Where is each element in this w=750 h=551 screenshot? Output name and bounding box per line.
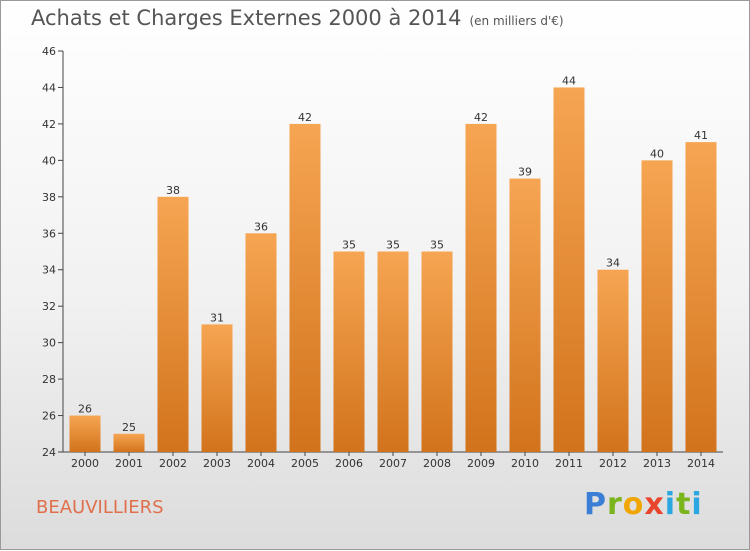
x-tick-label: 2006 xyxy=(335,457,363,470)
bar-value-label: 34 xyxy=(606,257,620,270)
bar-value-label: 41 xyxy=(694,129,708,142)
x-tick-label: 2010 xyxy=(511,457,539,470)
logo-letter-i2: i xyxy=(691,487,703,522)
x-tick-label: 2009 xyxy=(467,457,495,470)
y-tick-label: 40 xyxy=(42,154,56,167)
y-tick-label: 44 xyxy=(42,81,56,94)
logo-letter-o: o xyxy=(622,487,645,522)
y-tick-label: 28 xyxy=(42,373,56,386)
bar-value-label: 35 xyxy=(342,239,356,252)
x-tick-label: 2014 xyxy=(687,457,715,470)
y-tick-label: 46 xyxy=(42,45,56,58)
x-tick-label: 2000 xyxy=(71,457,99,470)
y-tick-label: 42 xyxy=(42,118,56,131)
bar-2004 xyxy=(245,233,277,452)
bar-2007 xyxy=(377,251,409,452)
x-tick-label: 2011 xyxy=(555,457,583,470)
bar-2002 xyxy=(157,196,189,452)
bar-2001 xyxy=(113,433,145,452)
y-tick-label: 26 xyxy=(42,410,56,423)
logo-letter-i: i xyxy=(664,487,677,522)
logo-letter-p: P xyxy=(584,487,607,522)
bar-value-label: 36 xyxy=(254,220,268,233)
x-tick-label: 2013 xyxy=(643,457,671,470)
bar-value-label: 35 xyxy=(430,239,444,252)
y-tick-label: 38 xyxy=(42,191,56,204)
bar-value-label: 42 xyxy=(474,111,488,124)
bar-2008 xyxy=(421,251,453,452)
x-tick-label: 2002 xyxy=(159,457,187,470)
logo-letter-r: r xyxy=(607,487,623,522)
y-tick-label: 30 xyxy=(42,337,56,350)
bar-2014 xyxy=(685,142,717,453)
x-tick-label: 2008 xyxy=(423,457,451,470)
x-tick-label: 2007 xyxy=(379,457,407,470)
chart-title: Achats et Charges Externes 2000 à 2014 (e… xyxy=(31,6,564,30)
bar-value-label: 25 xyxy=(122,421,136,434)
bar-2009 xyxy=(465,123,497,452)
y-tick-label: 34 xyxy=(42,264,56,277)
bar-2000 xyxy=(69,415,101,452)
proxiti-logo: Proxiti xyxy=(584,487,703,522)
location-name: BEAUVILLIERS xyxy=(36,497,164,518)
bar-value-label: 44 xyxy=(562,74,576,87)
bar-value-label: 26 xyxy=(78,403,92,416)
bar-value-label: 35 xyxy=(386,239,400,252)
bar-value-label: 38 xyxy=(166,184,180,197)
logo-letter-x: x xyxy=(644,487,665,522)
x-tick-label: 2005 xyxy=(291,457,319,470)
bar-value-label: 39 xyxy=(518,166,532,179)
x-tick-label: 2001 xyxy=(115,457,143,470)
bar-2005 xyxy=(289,123,321,452)
bar-value-label: 40 xyxy=(650,147,664,160)
logo-letter-t: t xyxy=(676,487,692,522)
bar-2013 xyxy=(641,160,673,452)
title-text: Achats et Charges Externes 2000 à 2014 xyxy=(31,6,462,30)
x-tick-label: 2003 xyxy=(203,457,231,470)
y-tick-label: 24 xyxy=(42,446,56,459)
bar-2003 xyxy=(201,324,233,452)
bar-2006 xyxy=(333,251,365,452)
bar-value-label: 31 xyxy=(210,311,224,324)
y-tick-label: 32 xyxy=(42,300,56,313)
y-tick-label: 36 xyxy=(42,227,56,240)
bar-value-label: 42 xyxy=(298,111,312,124)
bar-2012 xyxy=(597,269,629,452)
chart-subtitle: (en milliers d'€) xyxy=(469,14,564,28)
x-tick-label: 2012 xyxy=(599,457,627,470)
bar-2010 xyxy=(509,178,541,452)
x-tick-label: 2004 xyxy=(247,457,275,470)
bar-2011 xyxy=(553,87,585,453)
